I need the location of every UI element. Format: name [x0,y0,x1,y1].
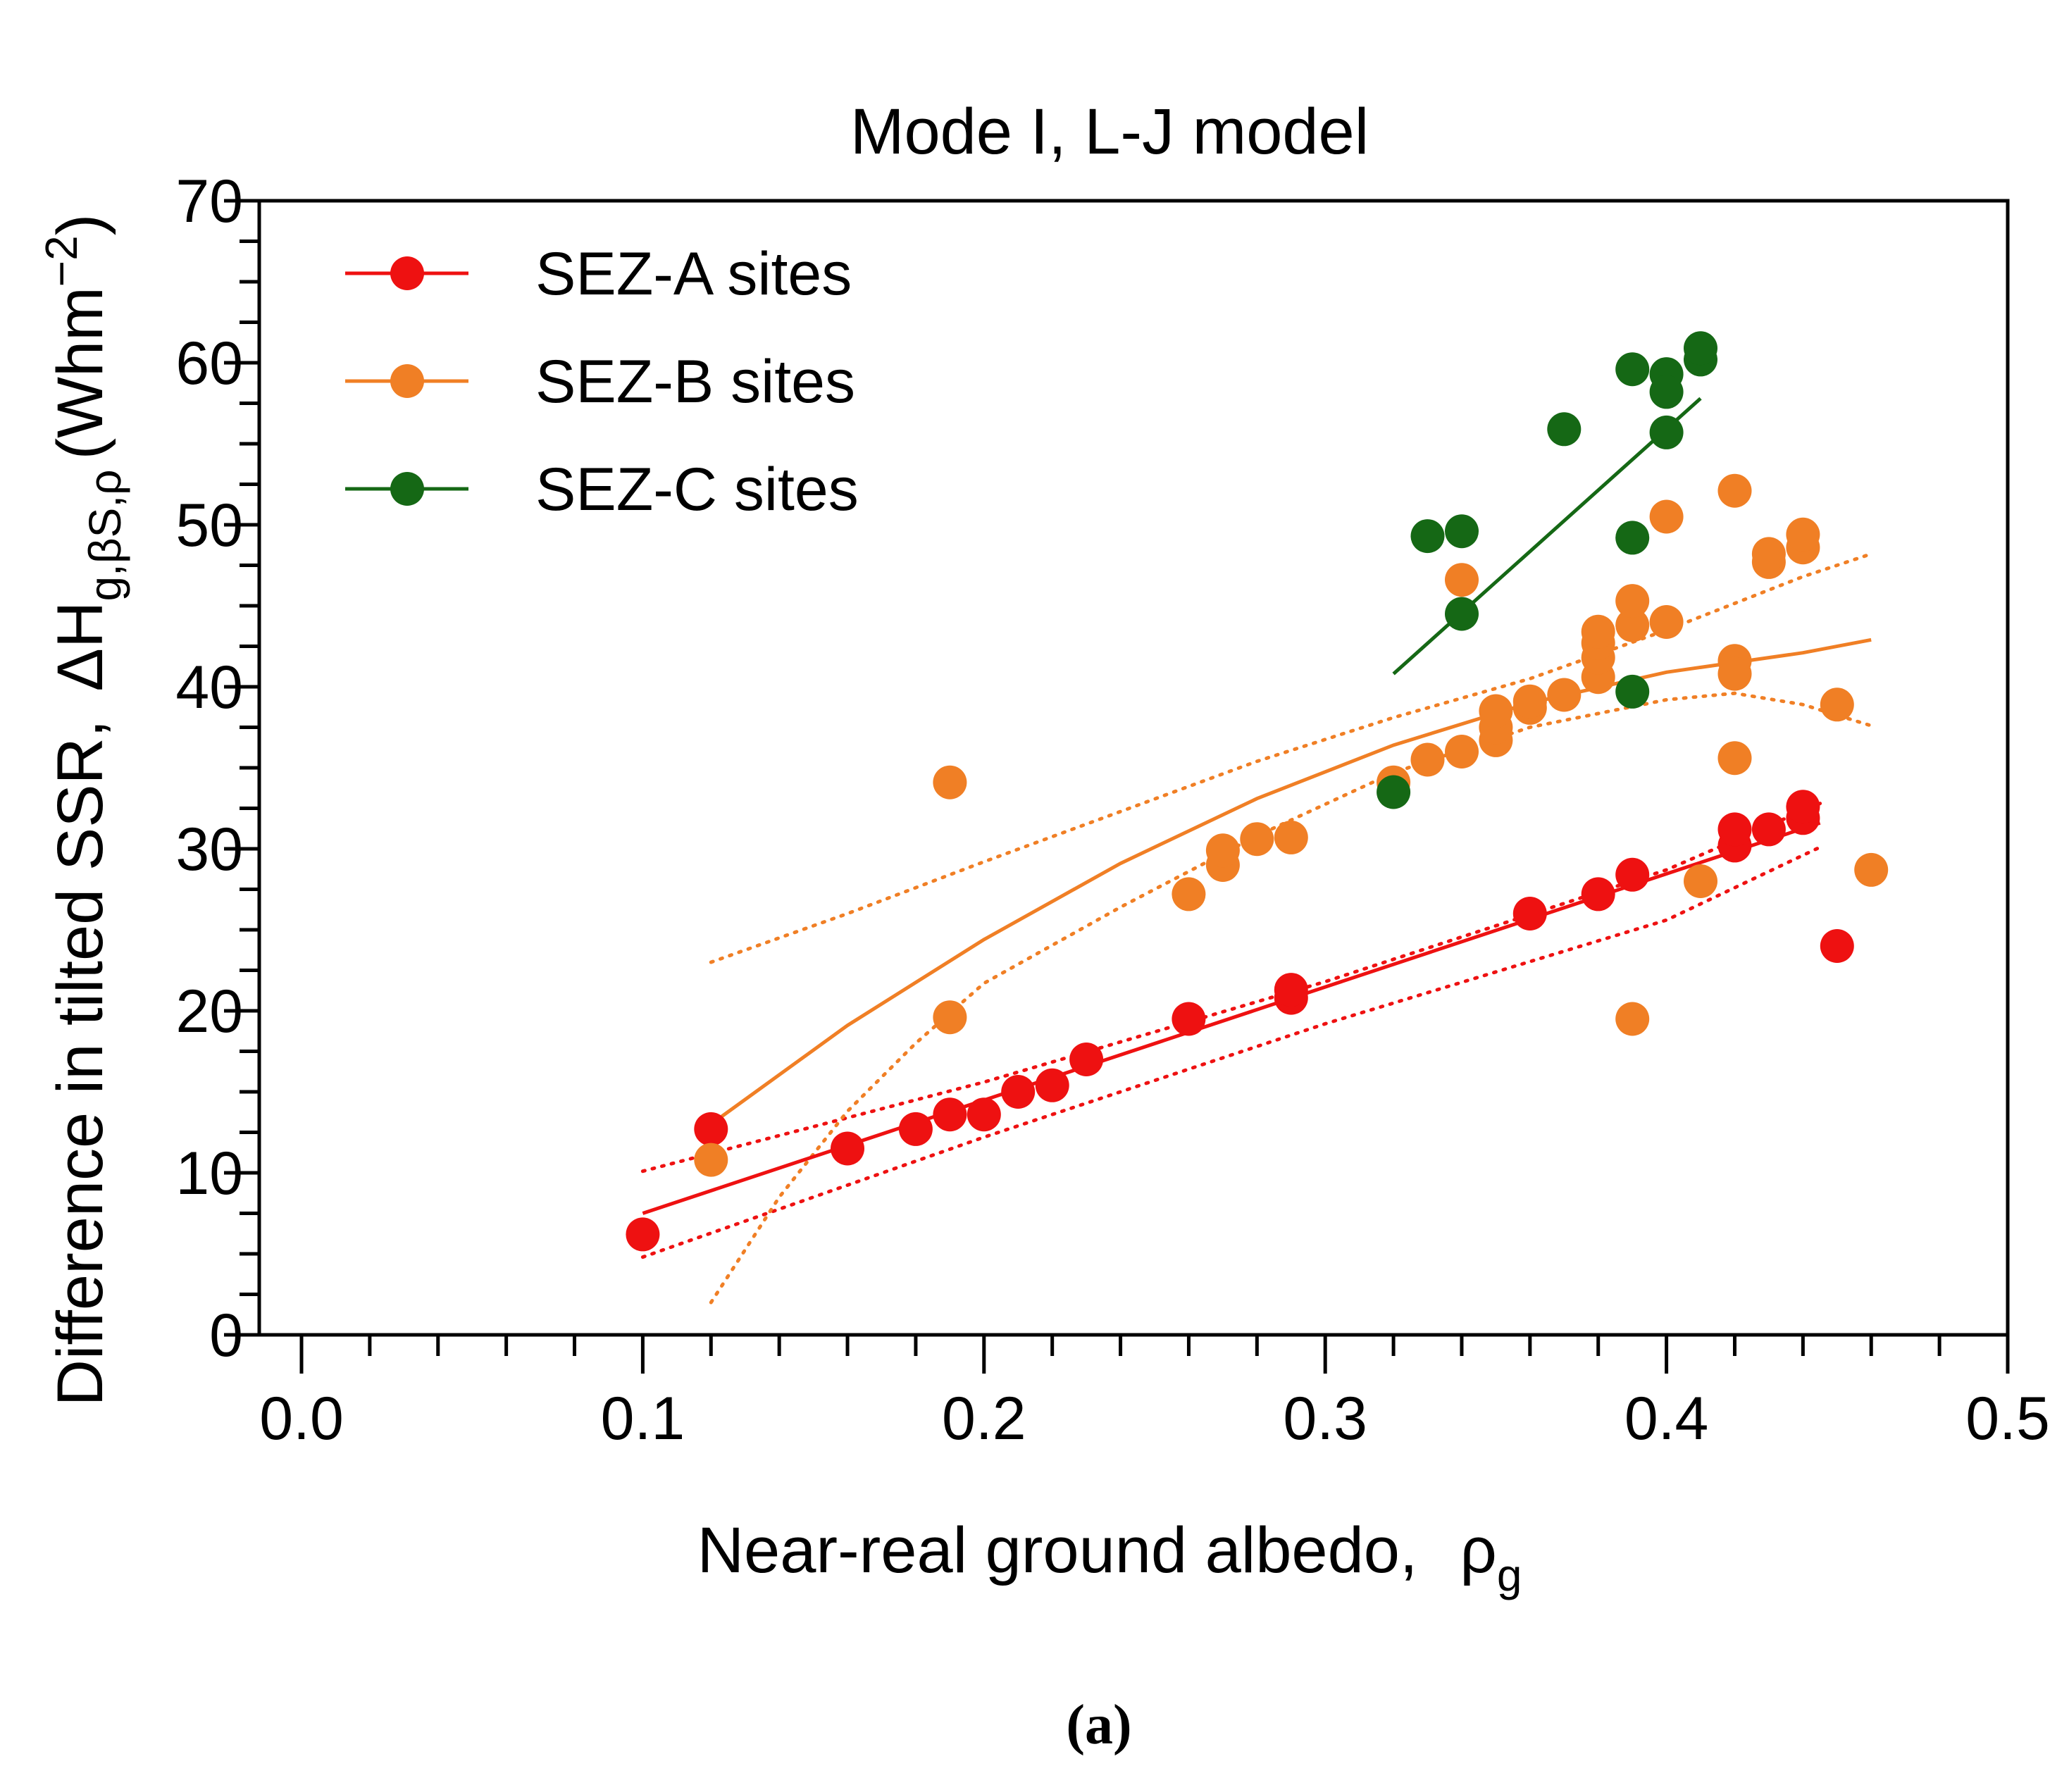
y-tick-label: 40 [175,654,243,721]
sez-a-sites-point [1820,929,1854,963]
sez-a-sites-point [1001,1075,1036,1109]
sez-a-sites-point [1069,1043,1104,1076]
legend-sez-c-sites-label: SEZ-C sites [535,456,859,523]
sez-b-sites-confidence-upper [709,552,1873,964]
y-axis-title: Difference in tilted SSR,ΔHg,βS,ρ(Whm−2) [36,214,130,1407]
sez-a-sites-point [1274,973,1308,1007]
sez-b-sites-point [1581,614,1615,649]
chart-title: Mode I, L-J model [850,96,1369,168]
sez-a-sites-confidence-lower [640,845,1822,1259]
y-tick-label: 20 [175,978,243,1045]
y-tick-label: 10 [175,1140,243,1207]
legend-sez-c-sites-marker [390,472,424,506]
sez-b-sites-point [1547,678,1582,712]
legend: SEZ-A sites SEZ-B sites SEZ-C sites [345,240,859,523]
sez-c-sites-point [1615,352,1650,387]
sez-c-sites-point [1684,331,1717,366]
sez-c-sites-point [1649,375,1684,409]
sez-a-sites-point [831,1131,864,1166]
x-tick-label: 0.2 [942,1385,1026,1452]
sez-a-sites-point [1717,812,1752,847]
sez-b-sites-point [1445,563,1479,597]
legend-sez-b-sites-label: SEZ-B sites [535,348,855,416]
data-points [626,331,1889,1252]
sez-b-sites-point [1615,608,1650,642]
sez-a-sites-confidence-upper [640,802,1822,1174]
sez-b-sites-point [1512,684,1547,718]
sez-c-sites-fit-line [1392,397,1702,676]
y-tick-label: 0 [209,1302,243,1369]
sez-b-sites-point [1751,537,1786,571]
x-tick-label: 0.1 [601,1385,685,1452]
sez-a-sites-point [1581,877,1615,911]
legend-sez-a-sites-marker [390,256,424,290]
sez-b-sites-point [1615,584,1650,618]
sez-b-sites-point [1684,864,1717,898]
y-axis-ticks: 0 10 20 30 40 50 60 70 [175,168,259,1369]
legend-sez-b-sites-marker [390,364,424,398]
sez-b-sites-point [1240,822,1274,857]
x-tick-label: 0.0 [259,1385,344,1452]
sez-c-sites-point [1377,775,1411,809]
sez-b-sites-point [1205,833,1240,868]
sez-b-sites-point [1717,473,1752,508]
sez-a-sites-point [1172,1002,1206,1036]
confidence-bands [640,552,1873,1305]
legend-sez-a-sites-label: SEZ-A sites [535,240,852,308]
sez-a-sites-point [1786,790,1820,824]
sez-c-sites-point [1615,521,1650,555]
sez-c-sites-point [1445,514,1479,549]
y-tick-label: 70 [175,168,243,235]
sez-b-sites-point [1445,735,1479,769]
sez-b-sites-point [1786,517,1820,552]
x-tick-label: 0.5 [1965,1385,2050,1452]
x-axis-ticks: 0.0 0.1 0.2 0.3 0.4 0.5 [259,1335,2050,1452]
sez-b-sites-point [1274,820,1308,854]
sez-b-sites-point [1649,605,1684,639]
sez-a-sites-point [933,1097,967,1132]
y-tick-label: 50 [175,492,243,559]
sez-b-sites-point [694,1143,728,1177]
x-tick-label: 0.4 [1624,1385,1709,1452]
x-axis-title: Near-real ground albedo, ρg [697,1514,1522,1600]
sez-c-sites-point [1649,415,1684,449]
sez-a-sites-point [1615,857,1650,892]
sez-a-sites-point [898,1112,933,1146]
sez-b-sites-point [1172,877,1206,911]
sez-b-sites-point [1649,499,1684,534]
sez-c-sites-point [1445,597,1479,631]
sez-b-sites-point [1410,742,1445,777]
sez-b-sites-point [1717,657,1752,691]
sez-b-sites-point [933,765,967,799]
sez-b-sites-point [933,1000,967,1035]
sez-c-sites-point [1410,519,1445,554]
sez-b-sites-point [1717,741,1752,776]
sez-a-sites-point [1751,812,1786,847]
sez-b-sites-point [1854,852,1889,887]
y-tick-label: 60 [175,330,243,397]
sez-c-sites-point [1615,674,1650,709]
sez-a-sites-point [1512,897,1547,931]
sez-a-sites-point [967,1097,1001,1132]
sez-a-sites-point [626,1217,660,1252]
sez-a-sites-point [694,1112,728,1146]
x-tick-label: 0.3 [1283,1385,1367,1452]
sez-b-sites-point [1479,694,1513,728]
y-tick-label: 30 [175,816,243,883]
sez-a-sites-point [1035,1068,1069,1102]
sez-b-sites-point [1820,687,1854,722]
figure-caption: (a) [1066,1694,1131,1756]
sez-c-sites-point [1547,412,1582,447]
sez-b-sites-point [1615,1002,1650,1036]
